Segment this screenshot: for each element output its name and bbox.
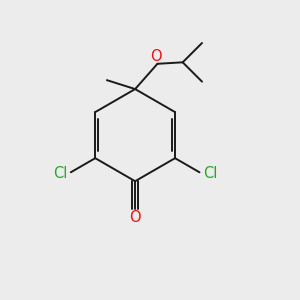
Text: Cl: Cl <box>53 166 67 181</box>
Text: O: O <box>150 49 162 64</box>
Text: O: O <box>129 210 141 225</box>
Text: Cl: Cl <box>203 166 218 181</box>
